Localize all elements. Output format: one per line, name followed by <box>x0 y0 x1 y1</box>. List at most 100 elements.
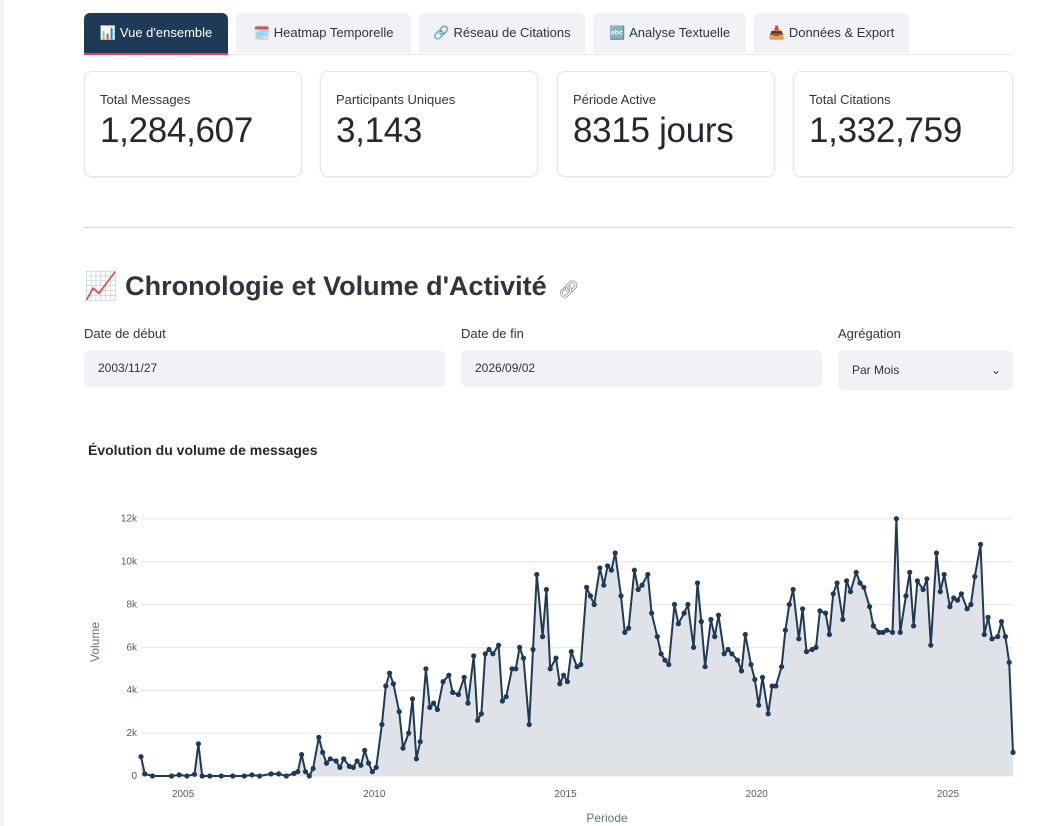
data-point <box>346 763 352 769</box>
data-point <box>735 657 741 663</box>
data-point <box>1010 749 1016 755</box>
data-point <box>622 629 628 635</box>
end-date-label: Date de fin <box>461 326 524 341</box>
data-point <box>478 711 484 717</box>
data-point <box>423 666 429 672</box>
data-point <box>486 646 492 653</box>
metric-unique-participants: Participants Uniques 3,143 <box>320 71 538 177</box>
data-point <box>618 593 624 599</box>
data-point <box>431 700 437 706</box>
data-point <box>557 681 563 687</box>
data-point <box>465 700 471 706</box>
data-point <box>409 696 416 702</box>
data-point <box>876 629 882 635</box>
data-point <box>748 661 754 668</box>
data-point <box>295 769 301 775</box>
data-point <box>884 627 890 633</box>
tab-heatmap[interactable]: 🗓️ Heatmap Temporelle <box>236 13 411 53</box>
tab-label: Réseau de Citations <box>453 25 571 40</box>
end-date-input[interactable]: 2026/09/02 <box>461 350 822 387</box>
section-title-text: Chronologie et Volume d'Activité <box>125 271 547 301</box>
data-point <box>721 651 727 657</box>
data-point <box>396 709 402 715</box>
x-axis-title: Periode <box>586 811 628 825</box>
sidebar-edge <box>0 0 4 826</box>
tab-overview[interactable]: 📊 Vue d'ensemble <box>84 13 228 55</box>
data-point <box>337 764 343 770</box>
data-point <box>782 627 789 633</box>
data-point <box>605 563 611 569</box>
data-point <box>691 644 697 650</box>
tab-bar: 📊 Vue d'ensemble 🗓️ Heatmap Temporelle 🔗 Ré… <box>84 13 1013 55</box>
data-point <box>914 578 921 584</box>
data-point <box>954 597 961 603</box>
data-point <box>972 574 978 580</box>
aggregation-value: Par Mois <box>852 363 900 377</box>
data-point <box>826 631 833 638</box>
data-point <box>779 664 785 670</box>
metric-label: Total Citations <box>809 92 891 107</box>
data-point <box>199 773 205 779</box>
data-point <box>725 646 731 653</box>
data-point <box>977 541 984 547</box>
abc-icon: 🔤 <box>608 25 626 40</box>
section-title: 📈 Chronologie et Volume d'Activité 🔗︎ <box>84 270 580 302</box>
start-date-input[interactable]: 2003/11/27 <box>84 350 445 387</box>
data-point <box>568 649 574 655</box>
tab-text-analysis[interactable]: 🔤 Analyse Textuelle <box>593 13 746 53</box>
data-point <box>169 773 175 779</box>
data-point <box>176 772 182 778</box>
data-point <box>379 721 385 728</box>
data-point <box>540 634 546 640</box>
data-point <box>530 646 536 653</box>
y-tick-label: 2k <box>126 728 138 739</box>
data-point <box>543 586 549 593</box>
data-point <box>880 629 886 635</box>
data-point <box>951 595 957 601</box>
data-point <box>759 674 766 680</box>
bar-chart-icon: 📊 <box>99 25 116 40</box>
data-point <box>417 739 423 745</box>
data-point <box>547 666 553 672</box>
data-point <box>1006 659 1012 665</box>
y-tick-label: 6k <box>126 642 138 653</box>
data-point <box>207 773 213 779</box>
data-point <box>968 601 974 608</box>
tab-data-export[interactable]: 📥 Données & Export <box>754 13 909 53</box>
data-point <box>440 679 446 685</box>
volume-chart: 0 2k 4k 6k 8k 10k 12k 2005 2010 2015 2020 2025 Volum… <box>88 514 1016 825</box>
data-point <box>138 754 144 760</box>
metric-label: Période Active <box>573 92 657 107</box>
data-point <box>840 616 846 623</box>
x-tick-label: 2015 <box>554 789 577 800</box>
data-point <box>995 634 1001 640</box>
calendar-icon: 🗓️ <box>253 25 270 40</box>
data-point <box>933 550 940 556</box>
data-point <box>184 773 190 779</box>
data-point <box>639 582 645 588</box>
link-icon: 🔗 <box>433 25 450 40</box>
data-point <box>310 765 316 772</box>
data-point <box>765 711 771 717</box>
data-point <box>490 651 496 657</box>
tab-citation-network[interactable]: 🔗 Réseau de Citations <box>419 13 585 53</box>
link-icon[interactable]: 🔗︎ <box>558 280 580 299</box>
series-area <box>141 518 1013 776</box>
data-point <box>756 702 762 708</box>
data-point <box>844 578 850 584</box>
tab-label: Vue d'ensemble <box>119 25 213 40</box>
data-point <box>383 683 389 689</box>
aggregation-select[interactable]: Par Mois ⌄ <box>838 350 1013 390</box>
data-point <box>870 623 877 629</box>
divider <box>84 227 1013 228</box>
data-point <box>369 769 375 775</box>
data-point <box>947 604 953 610</box>
data-point <box>327 756 333 762</box>
data-point <box>578 661 584 668</box>
metric-total-citations: Total Citations 1,332,759 <box>793 71 1013 177</box>
data-point <box>499 698 505 704</box>
data-point <box>989 636 995 642</box>
data-point <box>373 764 379 770</box>
data-point <box>471 653 477 659</box>
metric-active-period: Période Active 8315 jours <box>557 71 775 177</box>
